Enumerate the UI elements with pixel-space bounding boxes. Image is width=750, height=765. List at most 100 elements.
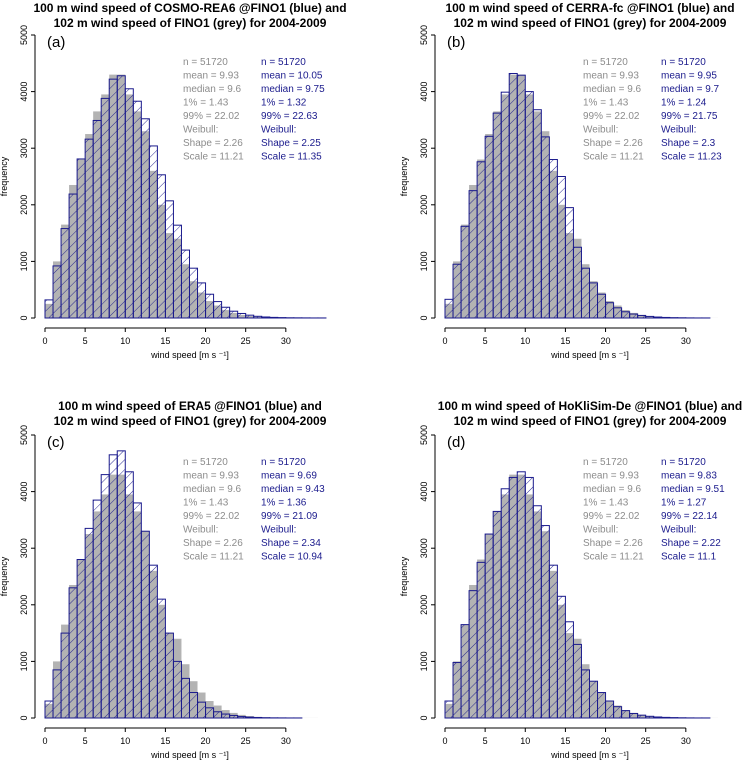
- panel-label: (a): [47, 34, 65, 51]
- bar-model-11: [132, 502, 142, 719]
- bar-model-27: [261, 316, 271, 319]
- bar-model-14: [156, 598, 166, 719]
- bar-model-1: [52, 265, 62, 319]
- y-tick-label: 0: [19, 715, 29, 720]
- stat-model: median = 9.7: [661, 84, 720, 95]
- y-tick-label: 1000: [419, 251, 429, 271]
- chart-panel-4: 100 m wind speed of HoKliSim-De @FINO1 (…: [399, 399, 742, 760]
- stat-obs: Weibull:: [583, 525, 618, 536]
- bar-model-1: [452, 263, 462, 319]
- bar-model-6: [492, 510, 502, 719]
- stat-obs: median = 9.6: [183, 84, 242, 95]
- bar-model-16: [172, 224, 182, 319]
- x-tick-label: 25: [641, 336, 651, 346]
- bar-model-2: [60, 228, 70, 319]
- bar-model-21: [613, 307, 623, 319]
- x-tick-label: 30: [681, 336, 691, 346]
- x-axis-label: wind speed [m s ⁻¹]: [550, 350, 629, 360]
- stat-model: Shape = 2.22: [661, 538, 721, 549]
- stat-obs: 1% = 1.43: [183, 498, 229, 509]
- stat-model: mean = 9.83: [661, 471, 717, 482]
- stat-model: 1% = 1.27: [661, 498, 707, 509]
- bar-model-9: [516, 471, 526, 719]
- bar-model-24: [237, 312, 247, 319]
- panel-label: (d): [447, 434, 465, 451]
- x-tick-label: 10: [520, 336, 530, 346]
- panel-label: (b): [447, 34, 465, 51]
- bar-model-16: [172, 660, 182, 719]
- chart-panel-2: 100 m wind speed of CERRA-fc @FINO1 (blu…: [399, 1, 735, 360]
- bar-model-0: [444, 700, 454, 719]
- stat-model: n = 51720: [661, 457, 706, 468]
- bar-model-9: [116, 450, 126, 719]
- bar-model-1: [452, 662, 462, 719]
- bar-model-16: [572, 643, 582, 719]
- x-tick-label: 5: [83, 336, 88, 346]
- y-tick-label: 1000: [419, 651, 429, 671]
- stat-obs: Shape = 2.26: [583, 138, 643, 149]
- x-tick-label: 15: [560, 736, 570, 746]
- bar-model-26: [653, 716, 663, 719]
- stat-model: Weibull:: [661, 125, 696, 136]
- stat-model: Scale = 11.1: [661, 552, 717, 563]
- bar-model-15: [164, 632, 174, 719]
- stat-model: 99% = 21.75: [661, 111, 718, 122]
- stat-model: Scale = 10.94: [261, 552, 323, 563]
- bar-model-12: [140, 118, 150, 319]
- bar-model-4: [476, 161, 486, 319]
- x-tick-label: 30: [281, 336, 291, 346]
- y-tick-label: 2000: [19, 195, 29, 215]
- bar-model-5: [484, 533, 494, 719]
- y-tick-label: 4000: [419, 482, 429, 502]
- stat-obs: Weibull:: [583, 125, 618, 136]
- bar-model-15: [564, 207, 574, 319]
- x-tick-label: 15: [160, 336, 170, 346]
- stat-model: mean = 9.69: [261, 471, 317, 482]
- stat-model: 99% = 22.63: [261, 111, 318, 122]
- bar-model-9: [116, 75, 126, 319]
- bar-model-10: [524, 91, 534, 319]
- x-axis-label: wind speed [m s ⁻¹]: [150, 750, 229, 760]
- stat-model: Shape = 2.34: [261, 538, 321, 549]
- y-axis-label: frequency: [0, 556, 9, 596]
- bar-model-22: [221, 713, 231, 719]
- stat-obs: n = 51720: [583, 57, 628, 68]
- y-axis-label: frequency: [0, 156, 9, 196]
- bar-model-7: [100, 97, 110, 319]
- y-tick-label: 2000: [419, 195, 429, 215]
- bar-model-7: [100, 474, 110, 719]
- bar-model-23: [229, 714, 239, 719]
- bar-model-8: [108, 454, 118, 719]
- bar-model-4: [476, 561, 486, 719]
- bar-model-20: [605, 302, 615, 319]
- stat-obs: n = 51720: [183, 457, 228, 468]
- stat-obs: Scale = 11.21: [183, 152, 244, 163]
- stat-obs: 99% = 22.02: [183, 511, 240, 522]
- stat-model: Weibull:: [261, 525, 296, 536]
- bar-model-13: [548, 564, 558, 719]
- x-tick-label: 15: [160, 736, 170, 746]
- y-tick-label: 0: [19, 315, 29, 320]
- bar-model-14: [156, 174, 166, 319]
- y-tick-label: 4000: [419, 82, 429, 102]
- bar-model-4: [76, 158, 86, 319]
- y-tick-label: 5000: [419, 25, 429, 45]
- bar-model-24: [637, 714, 647, 719]
- x-tick-label: 0: [442, 336, 447, 346]
- bar-model-20: [605, 700, 615, 719]
- bar-model-7: [500, 91, 510, 319]
- bar-model-24: [637, 314, 647, 319]
- y-tick-label: 5000: [19, 425, 29, 445]
- stat-model: n = 51720: [261, 57, 306, 68]
- bar-model-5: [484, 135, 494, 319]
- y-tick-label: 0: [419, 715, 429, 720]
- bar-model-0: [44, 700, 54, 719]
- x-tick-label: 30: [281, 736, 291, 746]
- bar-model-14: [556, 176, 566, 319]
- x-tick-label: 5: [483, 336, 488, 346]
- bar-model-23: [629, 712, 639, 719]
- x-tick-label: 0: [442, 736, 447, 746]
- y-tick-label: 4000: [19, 82, 29, 102]
- bar-model-10: [124, 471, 134, 719]
- x-tick-label: 20: [201, 736, 211, 746]
